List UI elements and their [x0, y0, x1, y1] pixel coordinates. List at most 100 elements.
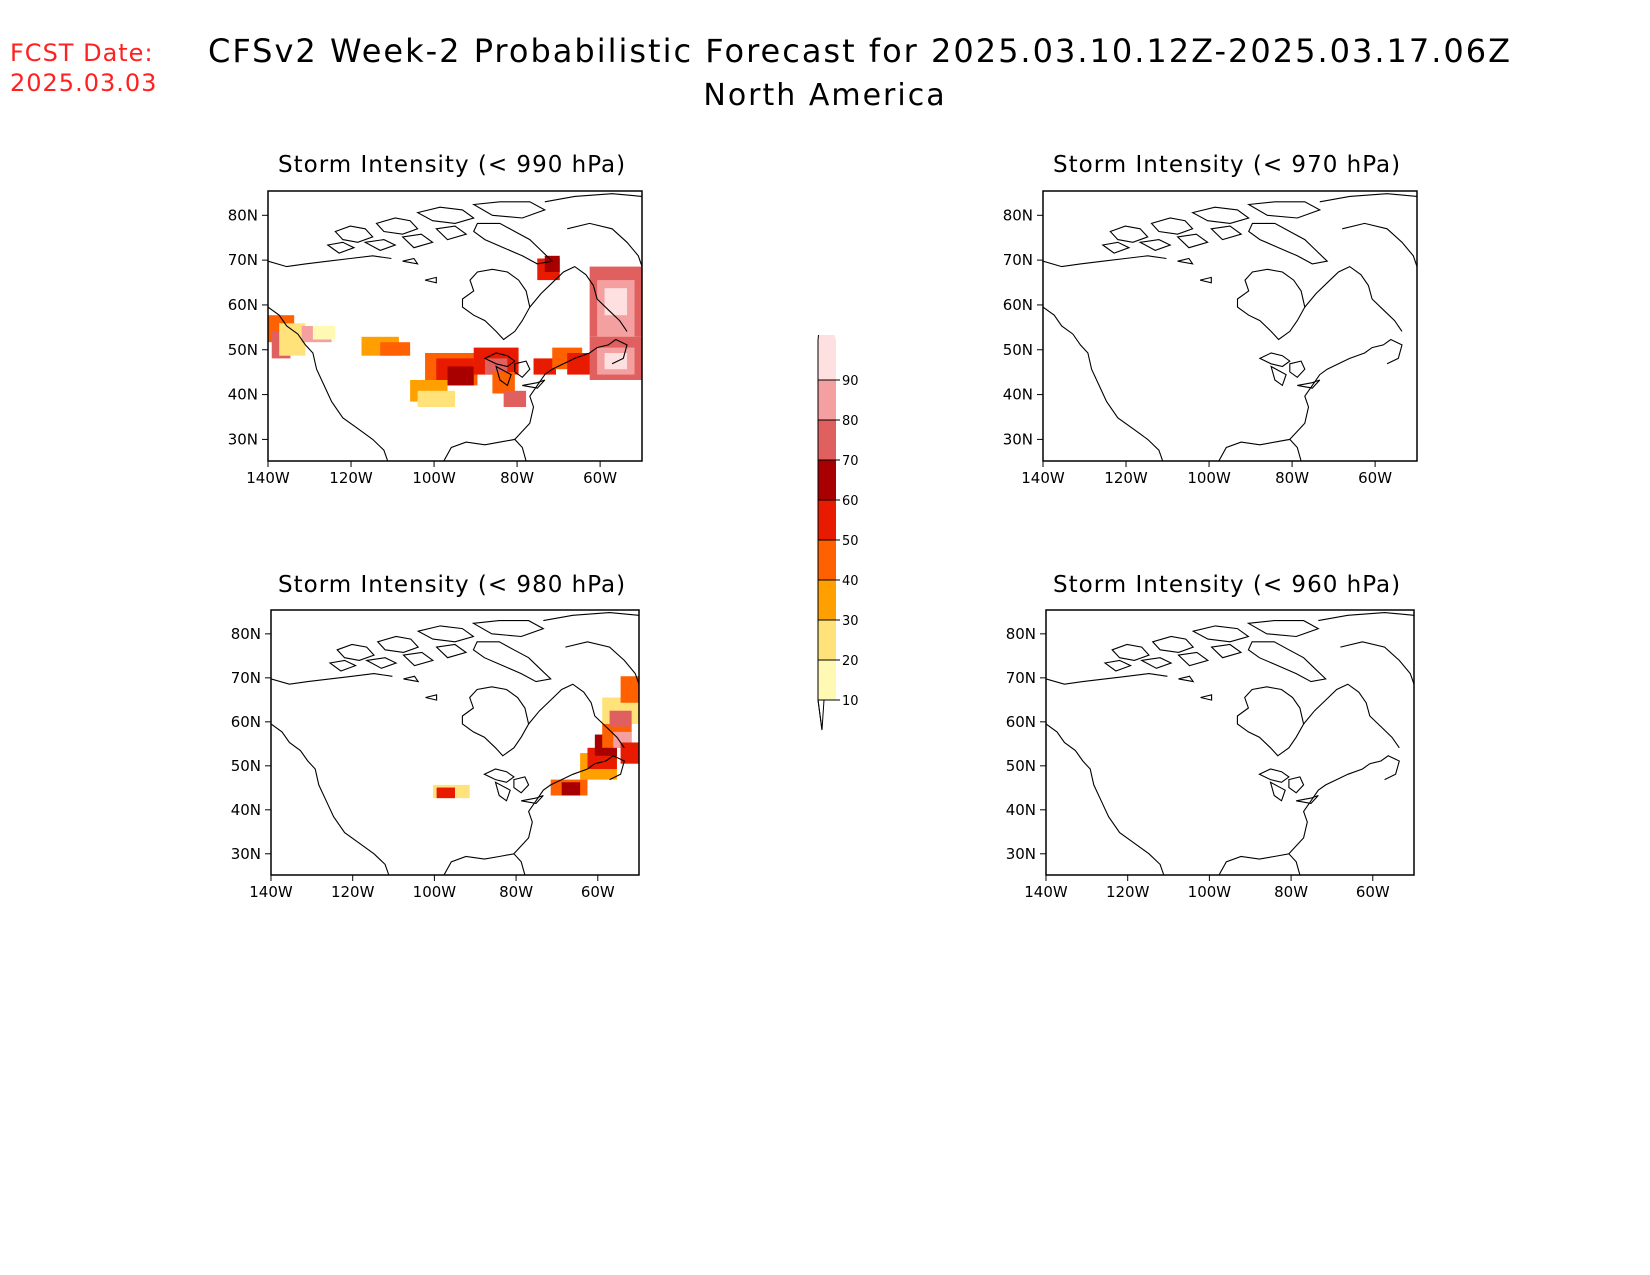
coastline	[1199, 276, 1212, 284]
coastline	[402, 257, 419, 265]
coastline	[328, 659, 358, 672]
coastline	[375, 217, 419, 235]
lon-tick-label: 80W	[1275, 469, 1309, 487]
coastline	[1103, 659, 1133, 672]
lat-tick-label: 70N	[231, 669, 261, 687]
coastline	[424, 276, 437, 284]
map-content	[271, 612, 639, 875]
colorbar-swatch	[818, 540, 836, 580]
map-frame	[267, 190, 643, 462]
coastline	[271, 673, 393, 685]
lon-tick-label: 120W	[1104, 469, 1148, 487]
colorbar-label: 10	[842, 694, 859, 709]
lon-tick-label: 60W	[1356, 883, 1390, 901]
lat-tick-label: 70N	[1003, 251, 1033, 269]
coastline	[528, 683, 625, 749]
coastline	[1288, 755, 1400, 855]
lon-tick-label: 100W	[412, 469, 456, 487]
lat-tick-label: 70N	[1006, 669, 1036, 687]
coastline	[1191, 625, 1250, 643]
lat-tick-label: 40N	[1006, 801, 1036, 819]
lat-tick-label: 30N	[228, 430, 258, 448]
colorbar-swatch	[818, 420, 836, 460]
coastline	[1304, 265, 1403, 332]
lat-tick-label: 50N	[228, 341, 258, 359]
map-panel-980: 80N 70N 60N 50N 40N 30N 140W 120W 100W 80W 60W	[231, 609, 640, 901]
colorbar-label: 40	[842, 574, 859, 589]
coastline	[1246, 201, 1322, 219]
lon-tick-label: 120W	[331, 883, 375, 901]
coastline	[1288, 776, 1305, 794]
coastline	[1270, 365, 1287, 387]
map-frame	[1042, 190, 1418, 462]
coastline	[1151, 635, 1195, 653]
coastline	[1138, 239, 1172, 252]
lat-tick-label: 60N	[231, 713, 261, 731]
coastline	[326, 241, 356, 254]
coastline	[1046, 723, 1165, 875]
coastline	[1043, 306, 1164, 461]
coastline	[1289, 338, 1403, 440]
lat-tick-label: 70N	[228, 251, 258, 269]
lon-tick-label: 80W	[1274, 883, 1308, 901]
lon-tick-label: 100W	[413, 883, 457, 901]
coastline	[543, 612, 639, 622]
colorbar-label: 80	[842, 414, 859, 429]
coastline	[416, 206, 475, 224]
coastline	[268, 306, 389, 461]
probability-cell	[609, 710, 632, 727]
coastline	[514, 338, 628, 440]
coastline	[1319, 193, 1417, 203]
coastline	[1340, 641, 1414, 685]
map-content	[1046, 612, 1414, 875]
coastline	[1258, 768, 1290, 783]
lon-tick-label: 60W	[583, 469, 617, 487]
coastline	[494, 781, 511, 802]
coastline	[1246, 620, 1320, 638]
coastline	[1303, 683, 1400, 749]
coastline	[514, 360, 531, 379]
coastline	[1210, 225, 1243, 241]
coastline	[1269, 781, 1286, 802]
lon-tick-label: 80W	[500, 469, 534, 487]
coastline	[363, 239, 397, 252]
coastline	[483, 768, 515, 783]
lat-tick-label: 60N	[1003, 296, 1033, 314]
coastline	[1289, 360, 1306, 379]
panel-title-970: Storm Intensity (< 970 hPa)	[1053, 152, 1402, 178]
probability-cell	[312, 326, 336, 340]
coastline	[1200, 694, 1213, 701]
coastline	[1177, 257, 1194, 265]
coastline	[268, 255, 392, 268]
coastline	[513, 755, 625, 855]
coastline	[1111, 643, 1150, 661]
probability-cell	[604, 353, 628, 370]
coastline	[522, 379, 546, 389]
lon-tick-label: 120W	[1106, 883, 1150, 901]
coastline	[529, 265, 628, 332]
coastline	[416, 625, 475, 643]
coastline	[471, 620, 545, 638]
panel-title-960: Storm Intensity (< 960 hPa)	[1053, 572, 1402, 598]
panel-title-980: Storm Intensity (< 980 hPa)	[278, 572, 627, 598]
subtitle: North America	[703, 78, 947, 113]
colorbar-swatch	[818, 460, 836, 500]
coastline	[471, 201, 547, 219]
lon-tick-label: 100W	[1188, 883, 1232, 901]
probability-cell	[620, 742, 639, 764]
colorbar-label: 60	[842, 494, 859, 509]
lat-tick-label: 50N	[1003, 341, 1033, 359]
probability-cell	[503, 390, 527, 407]
probability-cell	[380, 342, 411, 356]
lat-tick-label: 80N	[1006, 625, 1036, 643]
probability-cell	[417, 390, 455, 407]
map-panel-960: 80N 70N 60N 50N 40N 30N 140W 120W 100W 80W 60W	[1006, 609, 1415, 901]
map-content	[268, 193, 642, 461]
probability-cell	[604, 288, 628, 316]
coastline	[1043, 255, 1167, 268]
coastline	[495, 365, 512, 387]
coastline	[443, 853, 526, 875]
lon-tick-label: 140W	[246, 469, 290, 487]
lat-tick-label: 50N	[1006, 757, 1036, 775]
coastline	[1178, 675, 1195, 683]
